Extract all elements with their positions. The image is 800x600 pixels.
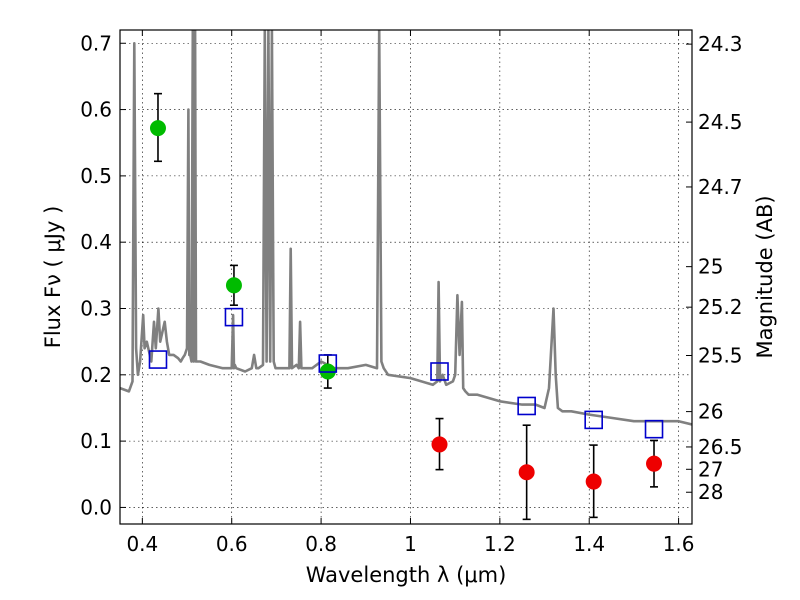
x-tick-label: 1.4 bbox=[573, 532, 605, 556]
tick-labels: 0.4 0.6 0.8 1 1.2 1.4 1.6 0.0 0.1 0.2 0.3 0.4 0.5 0.6… bbox=[80, 31, 742, 556]
y-tick-label: 0.0 bbox=[80, 495, 112, 519]
plot-frame bbox=[119, 29, 693, 525]
y-axis-right-label: Magnitude (AB) bbox=[753, 195, 777, 358]
x-tick-label: 0.4 bbox=[126, 532, 158, 556]
right-tick-label: 24.5 bbox=[698, 110, 743, 134]
red-data-point bbox=[646, 455, 663, 472]
y-tick-label: 0.1 bbox=[80, 429, 112, 453]
right-tick-label: 25 bbox=[698, 255, 723, 279]
y-tick-label: 0.4 bbox=[80, 230, 112, 254]
x-tick-label: 1 bbox=[404, 532, 417, 556]
y-tick-label: 0.5 bbox=[80, 164, 112, 188]
y-tick-label: 0.3 bbox=[80, 296, 112, 320]
blue-model-point bbox=[224, 307, 244, 327]
right-tick-label: 27 bbox=[698, 457, 723, 481]
y-tick-label: 0.2 bbox=[80, 363, 112, 387]
error-bars bbox=[153, 92, 659, 521]
right-tick-label: 28 bbox=[698, 480, 723, 504]
red-data-point bbox=[585, 473, 602, 490]
right-tick-label: 24.7 bbox=[698, 175, 743, 199]
blue-model-point bbox=[517, 396, 536, 416]
red-data-point bbox=[518, 464, 535, 481]
right-tick-label: 25.5 bbox=[698, 344, 743, 368]
grid-lines bbox=[120, 30, 692, 524]
x-tick-label: 0.6 bbox=[216, 532, 248, 556]
right-tick-label: 24.3 bbox=[698, 32, 743, 56]
green-data-point bbox=[149, 120, 166, 137]
blue-model-point bbox=[584, 410, 603, 430]
x-tick-label: 1.6 bbox=[663, 532, 695, 556]
blue-model-point bbox=[318, 354, 338, 373]
y-tick-label: 0.6 bbox=[80, 98, 112, 122]
x-axis-label: Wavelength λ (μm) bbox=[306, 563, 507, 587]
red-data-point bbox=[431, 436, 448, 453]
blue-model-point bbox=[644, 419, 664, 439]
right-tick-label: 25.2 bbox=[698, 295, 743, 319]
template-spectrum bbox=[120, 30, 692, 426]
green-data-point bbox=[225, 277, 242, 294]
template-line bbox=[120, 30, 692, 426]
right-tick-label: 26 bbox=[698, 400, 723, 424]
blue-model-point bbox=[148, 350, 168, 369]
y-axis-label: Flux Fν ( μJy ) bbox=[41, 206, 65, 349]
blue-model-point bbox=[430, 362, 449, 381]
right-tick-label: 26.5 bbox=[698, 435, 743, 459]
x-tick-label: 1.2 bbox=[484, 532, 516, 556]
y-tick-label: 0.7 bbox=[80, 31, 112, 55]
tick-marks bbox=[120, 30, 692, 524]
data-markers bbox=[148, 120, 664, 490]
x-tick-label: 0.8 bbox=[305, 532, 337, 556]
